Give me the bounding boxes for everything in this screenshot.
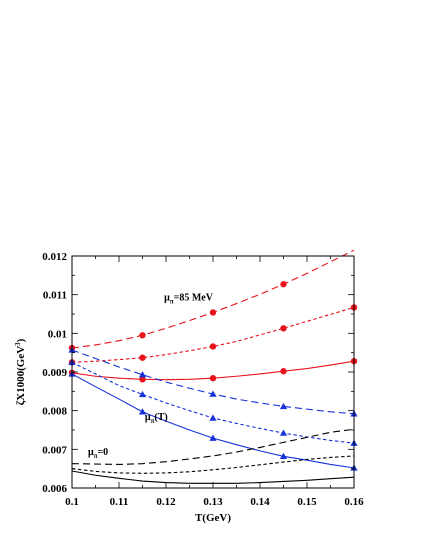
- y-axis-title-close: ): [15, 338, 27, 342]
- plot-frame: [71, 255, 355, 489]
- y-tick-label: 0.008: [42, 406, 67, 418]
- annotation-mu-85-mev: μπ=85 MeV: [164, 292, 214, 305]
- series-line-black-long: [71, 428, 355, 465]
- data-point-circle: [209, 374, 217, 382]
- data-point-triangle: [209, 434, 217, 441]
- data-point-circle: [280, 325, 287, 332]
- x-tick-label: 0.14: [250, 496, 270, 508]
- series-line-black-short: [71, 455, 355, 474]
- annotation-mu-85-mev-symbol: μ: [164, 292, 170, 303]
- y-axis-title: ζX1000(GeV3): [14, 338, 27, 405]
- y-axis-title-main: ζX1000(GeV: [15, 346, 27, 406]
- y-axis-title-exponent: 3: [14, 342, 22, 346]
- data-point-triangle: [209, 414, 217, 421]
- y-tick-label: 0.006: [42, 483, 67, 495]
- x-tick-label: 0.16: [344, 496, 364, 508]
- data-point-triangle: [279, 429, 288, 436]
- y-tick-label: 0.009: [42, 367, 67, 379]
- annotation-mu-85-mev-subscript: π: [170, 297, 174, 305]
- y-tick-label: 0.01: [48, 328, 67, 340]
- marker-layer: [68, 281, 358, 471]
- x-tick-label: 0.15: [297, 496, 317, 508]
- data-point-circle: [280, 368, 287, 375]
- annotation-mu-of-t-value: (T): [154, 412, 167, 423]
- data-point-circle: [139, 354, 146, 361]
- annotation-mu-zero-value: =0: [97, 447, 108, 458]
- annotation-mu-of-t-subscript: π: [151, 417, 155, 425]
- x-axis-title: T(GeV): [195, 512, 231, 524]
- data-point-triangle: [279, 452, 288, 459]
- tick-layer: 0.1 0.11 0.12 0.13 0.14 0.15 0.16 0.006 0.007 0.0…: [42, 251, 364, 508]
- annotation-mu-of-t: μπ(T): [145, 412, 168, 425]
- annotation-mu-zero-subscript: π: [94, 452, 98, 460]
- annotation-mu-zero-symbol: μ: [88, 447, 94, 458]
- annotation-mu-of-t-symbol: μ: [145, 412, 151, 423]
- series-line-blue-short: [71, 361, 355, 444]
- y-tick-label: 0.011: [43, 290, 67, 302]
- series-line-red-long: [71, 249, 355, 349]
- data-point-triangle: [279, 402, 288, 410]
- data-point-circle: [139, 376, 146, 383]
- data-point-triangle: [138, 408, 147, 415]
- x-tick-label: 0.11: [110, 496, 129, 508]
- y-tick-label: 0.012: [42, 251, 67, 263]
- series-line-red-short: [71, 306, 355, 363]
- x-tick-label: 0.1: [65, 496, 79, 508]
- annotation-mu-85-mev-value: =85 MeV: [174, 292, 214, 303]
- data-point-circle: [139, 332, 146, 339]
- x-tick-label: 0.13: [203, 496, 223, 508]
- data-point-triangle: [138, 371, 147, 378]
- y-tick-label: 0.007: [42, 444, 67, 456]
- data-point-circle: [209, 343, 217, 350]
- data-point-circle: [280, 281, 287, 288]
- data-point-triangle: [138, 390, 147, 398]
- annotation-mu-zero: μπ=0: [88, 447, 108, 460]
- data-point-triangle: [209, 390, 217, 397]
- series-layer: [71, 249, 355, 484]
- x-tick-label: 0.12: [156, 496, 176, 508]
- series-line-blue-solid: [71, 373, 355, 469]
- data-point-circle: [209, 309, 217, 316]
